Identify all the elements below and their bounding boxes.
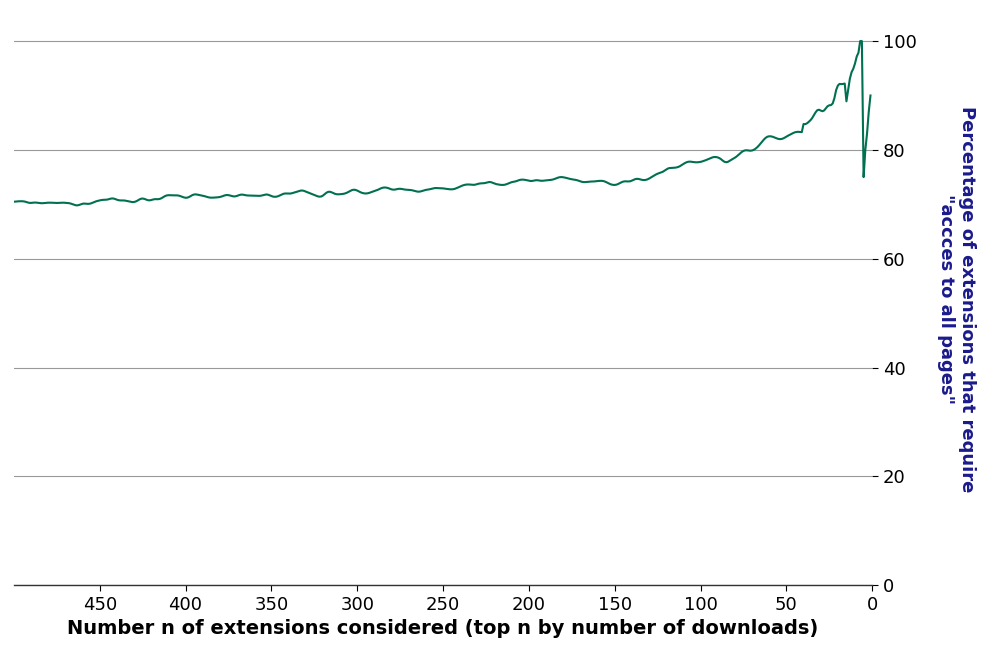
Y-axis label: Percentage of extensions that require
"accces to all pages": Percentage of extensions that require "a… — [938, 106, 976, 493]
X-axis label: Number n of extensions considered (top n by number of downloads): Number n of extensions considered (top n… — [67, 619, 819, 638]
